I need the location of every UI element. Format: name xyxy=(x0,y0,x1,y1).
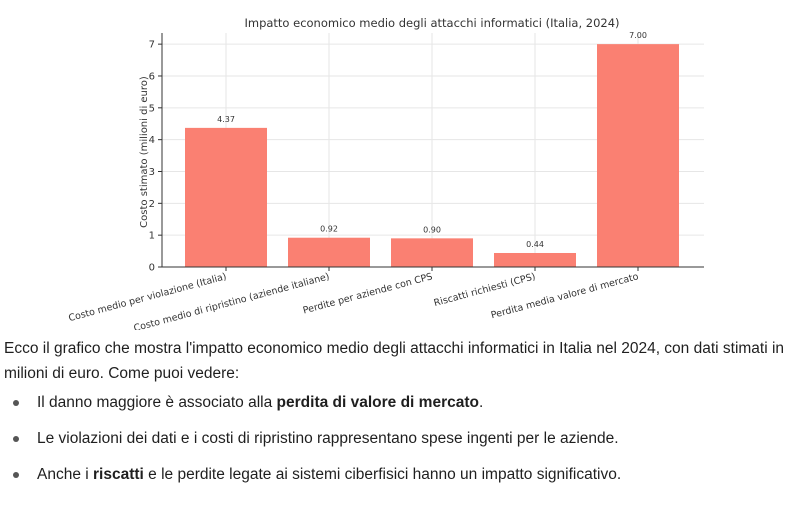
assistant-response: Ecco il grafico che mostra l'impatto eco… xyxy=(0,332,790,498)
bar-value-label: 0.44 xyxy=(526,240,544,249)
bar xyxy=(391,238,473,267)
y-tick-label: 7 xyxy=(149,40,155,51)
bars xyxy=(185,44,679,268)
bullet-item: Le violazioni dei dati e i costi di ripr… xyxy=(0,426,790,451)
bar-value-label: 7.00 xyxy=(629,31,647,40)
bar xyxy=(288,237,370,267)
y-tick-label: 4 xyxy=(149,135,155,146)
y-tick-label: 2 xyxy=(149,199,155,210)
intro-paragraph: Ecco il grafico che mostra l'impatto eco… xyxy=(4,340,785,382)
bar xyxy=(185,127,267,267)
bar-value-label: 0.90 xyxy=(423,225,441,234)
y-tick-label: 3 xyxy=(149,167,155,178)
chart-title: Impatto economico medio degli attacchi i… xyxy=(244,16,619,30)
bullet-list: Il danno maggiore è associato alla perdi… xyxy=(0,390,790,487)
y-tick-label: 5 xyxy=(149,103,155,114)
bar xyxy=(597,44,679,268)
x-tick-label: Costo medio per violazione (Italia) xyxy=(67,271,227,324)
y-axis-label: Costo stimato (milioni di euro) xyxy=(139,76,150,228)
bar-value-label: 0.92 xyxy=(320,225,338,234)
bar xyxy=(494,252,576,267)
axes xyxy=(158,33,704,271)
x-tick-label: Costo medio di ripristino (aziende itali… xyxy=(133,271,331,330)
y-tick-label: 6 xyxy=(149,71,155,82)
bullet-item: Anche i riscatti e le perdite legate ai … xyxy=(0,462,790,487)
y-tick-label: 1 xyxy=(149,231,155,242)
bar-value-label: 4.37 xyxy=(217,115,235,124)
y-tick-label: 0 xyxy=(149,263,155,274)
bar-chart: Impatto economico medio degli attacchi i… xyxy=(67,16,704,330)
bullet-item: Il danno maggiore è associato alla perdi… xyxy=(0,390,790,415)
